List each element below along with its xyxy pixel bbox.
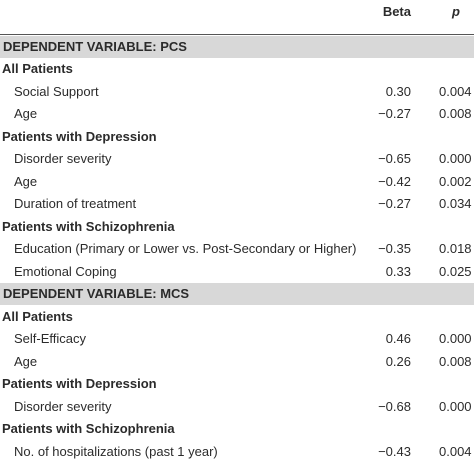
header-beta: Beta bbox=[382, 4, 411, 19]
group-title: All Patients bbox=[2, 61, 73, 76]
group-title: Patients with Schizophrenia bbox=[2, 218, 175, 234]
beta-value: 0.30 bbox=[385, 83, 411, 99]
p-value: 0.025 bbox=[439, 263, 472, 279]
group-title: Patients with Depression bbox=[2, 376, 157, 391]
beta-value: −0.65 bbox=[378, 151, 411, 166]
section-title: DEPENDENT VARIABLE: PCS bbox=[3, 38, 187, 54]
section-band bbox=[0, 283, 474, 305]
row-label: Emotional Coping bbox=[14, 263, 117, 279]
beta-value: −0.27 bbox=[378, 196, 411, 211]
row-label: Self-Efficacy bbox=[14, 331, 87, 346]
row-label: No. of hospitalizations (past 1 year) bbox=[14, 443, 218, 459]
row-label: Age bbox=[14, 353, 38, 369]
beta-value: −0.35 bbox=[378, 241, 411, 256]
beta-value: 0.26 bbox=[385, 353, 411, 369]
row-label: Duration of treatment bbox=[14, 196, 137, 211]
section-band bbox=[0, 35, 474, 58]
p-value: 0.004 bbox=[439, 83, 472, 99]
row-label: Social Support bbox=[14, 83, 99, 99]
group-title: Patients with Depression bbox=[2, 128, 157, 144]
beta-value: −0.27 bbox=[378, 106, 411, 121]
row-label: Age bbox=[14, 106, 38, 121]
p-value: 0.034 bbox=[439, 196, 472, 211]
row-label: Age bbox=[14, 173, 38, 189]
p-value: 0.000 bbox=[439, 398, 472, 414]
group-title: Patients with Schizophrenia bbox=[2, 421, 175, 436]
row-label: Education (Primary or Lower vs. Post-Sec… bbox=[14, 241, 357, 256]
p-value: 0.008 bbox=[439, 106, 472, 121]
beta-value: 0.33 bbox=[385, 263, 411, 279]
beta-value: 0.46 bbox=[385, 331, 411, 346]
row-label: Disorder severity bbox=[14, 398, 112, 414]
p-value: 0.002 bbox=[439, 173, 472, 189]
row-label: Disorder severity bbox=[14, 151, 112, 166]
group-title: All Patients bbox=[2, 308, 73, 324]
p-value: 0.004 bbox=[439, 443, 472, 459]
p-value: 0.000 bbox=[439, 151, 472, 166]
beta-value: −0.42 bbox=[378, 173, 411, 189]
header-rule bbox=[0, 34, 474, 35]
beta-value: −0.68 bbox=[378, 398, 411, 414]
section-title: DEPENDENT VARIABLE: MCS bbox=[3, 286, 190, 301]
header-p: p bbox=[452, 4, 460, 19]
beta-value: −0.43 bbox=[378, 443, 411, 459]
p-value: 0.008 bbox=[439, 353, 472, 369]
p-value: 0.000 bbox=[439, 331, 472, 346]
p-value: 0.018 bbox=[439, 241, 472, 256]
